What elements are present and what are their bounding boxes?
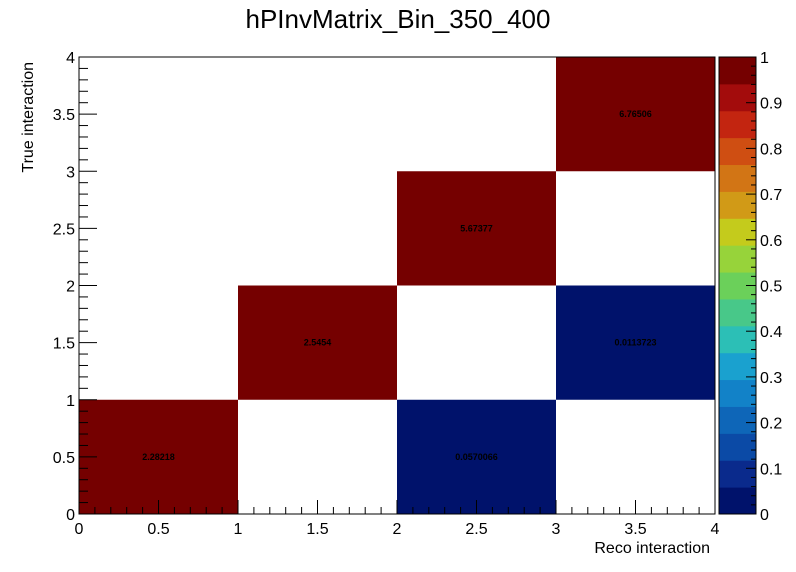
palette-tick-label: 0.3: [760, 370, 782, 387]
palette-band: [719, 433, 756, 461]
palette-tick-label: 0.5: [760, 279, 782, 296]
y-tick-label: 4: [66, 50, 75, 67]
heatmap-cell: [238, 285, 397, 400]
x-tick-label: 0.5: [147, 521, 169, 538]
cell-value-label: 5.67377: [460, 223, 493, 233]
y-tick-label: 1.5: [53, 336, 75, 353]
palette-band: [719, 325, 756, 354]
y-tick-label: 3: [66, 164, 75, 181]
x-tick-label: 1.5: [306, 521, 328, 538]
palette-band: [719, 245, 756, 273]
palette-tick-label: 0.1: [760, 461, 782, 478]
palette-band: [719, 110, 756, 139]
y-tick-label: 3.5: [53, 107, 75, 124]
x-axis-label: Reco interaction: [594, 540, 710, 557]
heatmap-cell: [397, 399, 556, 514]
y-tick-label: 0: [66, 507, 75, 524]
x-tick-label: 3.5: [624, 521, 646, 538]
palette-tick-label: 0.7: [760, 187, 782, 204]
x-tick-label: 2: [393, 521, 402, 538]
y-tick-label: 1: [66, 393, 75, 410]
palette-band: [719, 487, 756, 515]
palette-band: [719, 137, 756, 166]
palette-tick-label: 1: [760, 50, 769, 67]
palette-band: [719, 406, 756, 434]
palette-tick-label: 0.4: [760, 324, 782, 341]
x-tick-label: 4: [711, 521, 720, 538]
palette-band: [719, 164, 756, 192]
y-tick-label: 2: [66, 279, 75, 296]
palette-tick-label: 0: [760, 507, 769, 524]
y-axis-label: True interaction: [20, 62, 37, 173]
palette-band: [719, 57, 756, 85]
y-tick-label: 2.5: [53, 221, 75, 238]
heatmap-cell: [79, 399, 238, 514]
x-tick-label: 3: [552, 521, 561, 538]
x-tick-label: 0: [75, 521, 84, 538]
cell-value-label: 0.0113723: [614, 338, 656, 348]
palette-tick-label: 0.6: [760, 233, 782, 250]
palette-tick-label: 0.9: [760, 96, 782, 113]
cell-value-label: 0.0570066: [455, 452, 498, 462]
cell-value-label: 2.28218: [142, 452, 175, 462]
palette-tick-label: 0.2: [760, 416, 782, 433]
heatmap-cell: [397, 171, 556, 286]
palette-band: [719, 352, 756, 381]
palette-band: [719, 379, 756, 407]
heatmap-cell: [556, 57, 715, 172]
palette-band: [719, 298, 756, 327]
x-tick-label: 2.5: [465, 521, 487, 538]
palette-band: [719, 83, 756, 112]
palette-band: [719, 460, 756, 488]
chart-title: hPInvMatrix_Bin_350_400: [245, 4, 551, 34]
palette-band: [719, 218, 756, 246]
cell-value-label: 2.5454: [304, 338, 332, 348]
cell-value-label: 6.76506: [619, 109, 652, 119]
x-tick-label: 1: [234, 521, 243, 538]
y-tick-label: 0.5: [53, 450, 75, 467]
palette-band: [719, 191, 756, 219]
heatmap-cell: [556, 285, 715, 400]
palette-tick-label: 0.8: [760, 141, 782, 158]
